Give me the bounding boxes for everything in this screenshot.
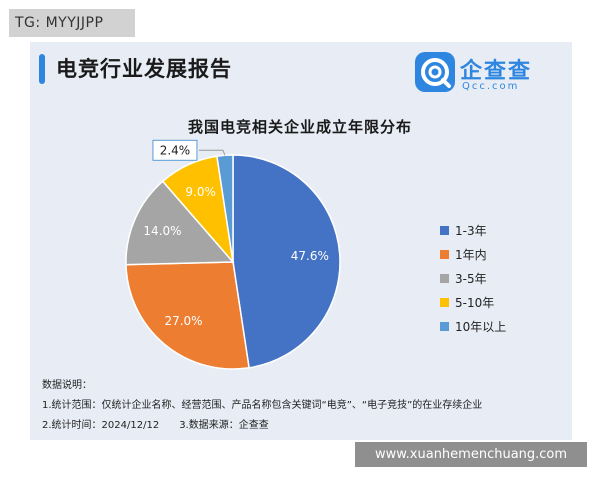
pie-slice-3	[125, 180, 235, 266]
pie-slice-2	[125, 261, 250, 370]
legend-swatch	[440, 321, 449, 331]
data-label-5: 2.4%	[160, 143, 191, 157]
data-label-2: 27.0%	[164, 314, 202, 328]
legend-item-3: 3-5年	[440, 266, 506, 290]
legend-label: 1-3年	[455, 223, 487, 238]
notes-date: 2.统计时间：2024/12/12	[42, 420, 160, 431]
chart-title: 我国电竞相关企业成立年限分布	[187, 118, 412, 136]
legend-item-5: 10年以上	[440, 314, 506, 338]
report-title: 电竞行业发展报告	[56, 57, 232, 81]
legend-label: 5-10年	[455, 295, 495, 310]
qcc-logo-icon	[415, 52, 455, 92]
notes-line-date: 2.统计时间：2024/12/12 3.数据来源：企查查	[42, 416, 482, 436]
notes-heading: 数据说明：	[42, 380, 92, 391]
legend-item-4: 5-10年	[440, 290, 506, 314]
data-label-1: 47.6%	[291, 249, 329, 263]
qcc-logo: 企查查 Qcc.com	[414, 50, 564, 98]
legend-swatch	[440, 249, 449, 259]
logo-name: 企查查	[460, 59, 533, 84]
data-label-4: 9.0%	[185, 185, 216, 199]
legend-item-1: 1-3年	[440, 218, 506, 242]
legend-swatch	[440, 297, 449, 307]
notes-line-scope: 1.统计范围：仅统计企业名称、经营范围、产品名称包含关键词“电竞”、“电子竞技”…	[42, 400, 483, 411]
legend-swatch	[440, 273, 449, 283]
title-accent-bar	[39, 54, 45, 84]
legend-label: 1年内	[455, 247, 487, 262]
data-label-3: 14.0%	[143, 224, 181, 238]
logo-domain: Qcc.com	[462, 81, 520, 92]
data-notes: 数据说明： 1.统计范围：仅统计企业名称、经营范围、产品名称包含关键词“电竞”、…	[42, 376, 482, 436]
tg-tag: TG: MYYJJPP	[9, 9, 135, 37]
watermark: www.xuanhemenchuang.com	[355, 442, 587, 467]
callout-box	[152, 139, 198, 161]
legend-label: 3-5年	[455, 271, 487, 286]
legend-label: 10年以上	[455, 319, 507, 334]
legend-swatch	[440, 225, 449, 235]
pie-slice-1	[232, 154, 341, 369]
chart-legend: 1-3年 1年内 3-5年 5-10年 10年以上	[440, 218, 506, 338]
leader-line	[198, 149, 226, 156]
notes-source: 3.数据来源：企查查	[179, 420, 269, 431]
legend-item-2: 1年内	[440, 242, 506, 266]
